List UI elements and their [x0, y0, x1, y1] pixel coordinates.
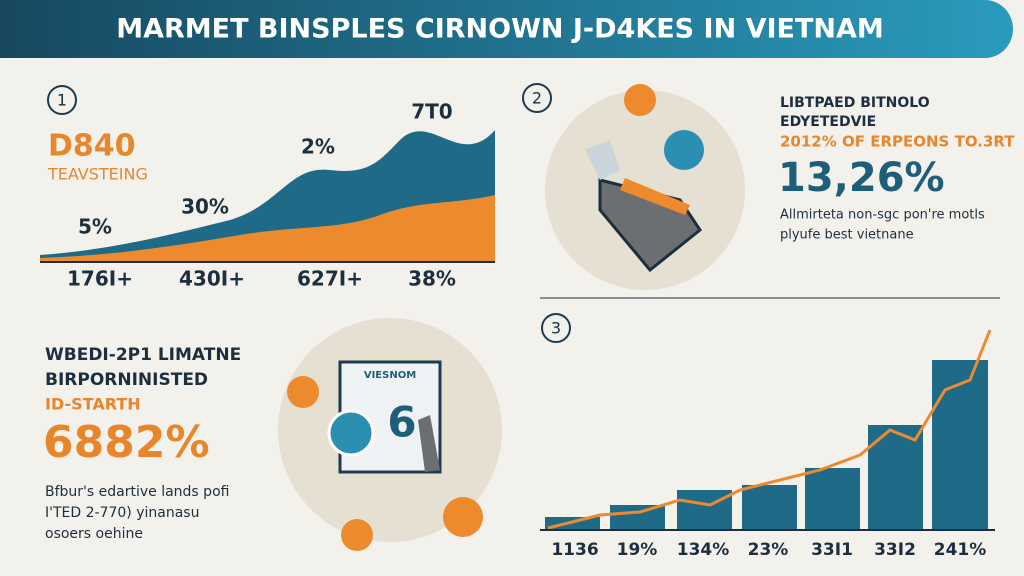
point-label: 30% — [181, 195, 229, 219]
label-line: LIBTPAED BITNOLO — [780, 95, 930, 111]
axis-label: 627I+ — [297, 267, 363, 291]
point-label: 7T0 — [411, 100, 452, 124]
sign-digit: 6 — [387, 398, 416, 447]
coin-icon — [624, 84, 656, 116]
label-line: EDYETEDVIE — [780, 114, 876, 130]
axis-label: 19% — [617, 540, 658, 560]
big-value: 6882% — [43, 417, 210, 468]
headline: D840 — [48, 129, 136, 164]
label-line: WBEDI-2P1 LIMATNE — [45, 345, 241, 365]
sign-text: VIESNOM — [364, 370, 416, 381]
coin-icon — [287, 376, 319, 408]
axis-label: 33I2 — [874, 540, 916, 560]
bar — [805, 468, 860, 530]
step-number: 1 — [57, 91, 67, 110]
caption: plyufe best vietnane — [780, 228, 914, 243]
axis-label: 241% — [934, 540, 987, 560]
point-label: 5% — [78, 215, 112, 239]
bar — [932, 360, 988, 530]
caption: Allmirteta non-sgc pon're motls — [780, 208, 985, 223]
axis-label: 38% — [408, 267, 456, 291]
step-number: 2 — [532, 89, 542, 108]
step-number: 3 — [551, 319, 561, 338]
bar — [610, 505, 665, 530]
header-bar — [0, 0, 1013, 58]
step-badge — [47, 85, 77, 115]
step-badge — [522, 83, 552, 113]
bar — [742, 485, 797, 530]
axis-label: 430I+ — [179, 267, 245, 291]
trend-line — [547, 329, 992, 530]
highlight: ID-STARTH — [45, 395, 141, 414]
header-title: MARMET BINSPLES CIRNOWN J-D4KES IN VIETN… — [116, 14, 883, 45]
caption: osoers oehine — [45, 526, 143, 542]
device-icon — [585, 140, 620, 180]
device-icon — [620, 178, 690, 215]
axis-label: 33I1 — [811, 540, 853, 560]
axis-label: 23% — [748, 540, 789, 560]
caption: Bfbur's edartive lands pofi — [45, 484, 229, 500]
figure-icon — [418, 415, 440, 472]
caption: I'TED 2-770) yinanasu — [45, 505, 199, 521]
axis-label: 134% — [677, 540, 730, 560]
axis-label: 1136 — [551, 540, 598, 560]
area-series — [40, 195, 495, 262]
big-value: 13,26% — [778, 155, 945, 201]
step-badge — [541, 313, 571, 343]
point-label: 2% — [301, 135, 335, 159]
coin-icon — [327, 409, 375, 457]
highlight: 2012% OF ERPEONS TO.3RT — [780, 133, 1015, 151]
subhead: TEAVSTEING — [47, 165, 148, 184]
coin-icon — [664, 130, 704, 170]
axis-label: 176I+ — [67, 267, 133, 291]
coin-icon — [341, 519, 373, 551]
label-line: BIRPORNINISTED — [45, 370, 208, 390]
coin-icon — [443, 497, 483, 537]
bar — [677, 490, 732, 530]
